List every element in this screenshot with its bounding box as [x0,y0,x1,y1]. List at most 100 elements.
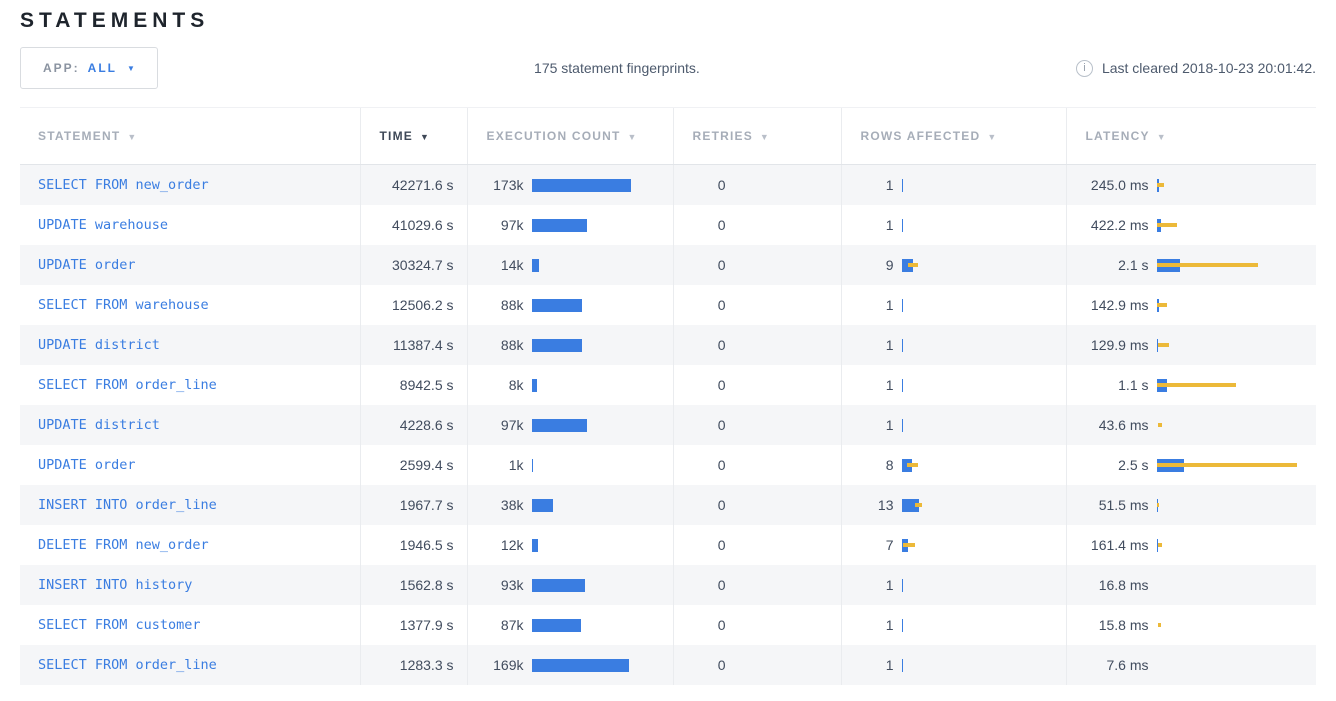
execution-count-value: 8k [508,377,524,393]
execution-count-bar [531,618,581,632]
execution-count-bar [531,418,587,432]
statement-cell: UPDATE order [20,245,360,285]
execution-count-cell: 14k [466,245,673,285]
column-header-rows-affected[interactable]: ROWS AFFECTED ▼ [840,107,1066,165]
column-header-latency[interactable]: LATENCY ▼ [1065,107,1316,165]
statement-link[interactable]: UPDATE order [38,257,136,273]
chevron-down-icon: ▼ [127,63,135,73]
latency-value: 422.2 ms [1090,217,1149,233]
table-row: SELECT FROM order_line 8942.5 s 8k 0 1 [20,365,1316,405]
rows-affected-bar [901,178,903,192]
statement-link[interactable]: UPDATE order [38,457,136,473]
rows-affected-chart [901,258,1066,272]
time-cell: 41029.6 s [359,205,467,245]
execution-count-value: 169k [493,657,524,673]
statement-cell: DELETE FROM new_order [20,525,360,565]
statements-page: STATEMENTS APP: ALL ▼ 175 statement fing… [0,9,1336,685]
execution-count-chart [531,658,673,672]
latency-value: 51.5 ms [1098,497,1149,513]
rows-affected-whisker [902,542,915,547]
execution-count-cell: 8k [466,365,673,405]
rows-affected-chart [901,178,1066,192]
statement-cell: SELECT FROM warehouse [20,285,360,325]
retries-cell: 0 [672,164,841,205]
statement-cell: INSERT INTO history [20,565,360,605]
rows-affected-value: 1 [885,417,894,433]
toolbar: APP: ALL ▼ 175 statement fingerprints. i… [20,47,1316,89]
statement-link[interactable]: SELECT FROM order_line [38,377,217,393]
table-row: UPDATE warehouse 41029.6 s 97k 0 1 [20,205,1316,245]
statement-link[interactable]: SELECT FROM warehouse [38,297,209,313]
statement-link[interactable]: SELECT FROM order_line [38,657,217,673]
execution-count-bar [531,378,537,392]
page-title: STATEMENTS [20,9,210,32]
execution-count-cell: 38k [466,485,673,525]
latency-whisker [1156,302,1167,307]
latency-bar [1156,338,1158,352]
retries-value: 0 [717,537,726,553]
execution-count-chart [531,218,673,232]
info-icon[interactable]: i [1075,59,1093,77]
sort-desc-icon: ▼ [419,132,431,142]
statement-link[interactable]: UPDATE district [38,337,160,353]
retries-value: 0 [717,257,726,273]
latency-chart [1156,338,1317,352]
execution-count-cell: 97k [466,205,673,245]
latency-whisker [1156,462,1297,467]
execution-count-chart [531,578,673,592]
time-cell: 1283.3 s [359,645,467,685]
execution-count-cell: 173k [466,164,673,205]
rows-affected-chart [901,218,1066,232]
statement-link[interactable]: INSERT INTO history [38,577,193,593]
statement-link[interactable]: SELECT FROM customer [38,617,201,633]
retries-cell: 0 [672,365,841,405]
execution-count-chart [531,338,673,352]
latency-whisker [1157,622,1161,627]
app-filter-dropdown[interactable]: APP: ALL ▼ [20,47,158,89]
column-header-statement[interactable]: STATEMENT ▼ [20,107,360,165]
latency-chart [1156,538,1317,552]
retries-cell: 0 [672,205,841,245]
execution-count-cell: 88k [466,325,673,365]
rows-affected-value: 1 [885,617,894,633]
latency-whisker [1156,182,1164,187]
rows-affected-whisker [914,502,922,507]
time-cell: 1946.5 s [359,525,467,565]
statement-link[interactable]: DELETE FROM new_order [38,537,209,553]
statement-link[interactable]: INSERT INTO order_line [38,497,217,513]
rows-affected-chart [901,458,1066,472]
sort-desc-icon: ▼ [759,132,771,142]
last-cleared-text: Last cleared 2018-10-23 20:01:42. [1101,60,1316,76]
retries-cell: 0 [672,285,841,325]
execution-count-value: 93k [500,577,524,593]
rows-affected-value: 8 [885,457,894,473]
rows-affected-chart [901,418,1066,432]
table-row: SELECT FROM order_line 1283.3 s 169k 0 1 [20,645,1316,685]
statement-link[interactable]: SELECT FROM new_order [38,177,209,193]
rows-affected-value: 7 [885,537,894,553]
latency-chart [1156,498,1317,512]
retries-cell: 0 [672,525,841,565]
execution-count-bar [531,258,539,272]
execution-count-chart [531,418,673,432]
latency-cell: 15.8 ms [1065,605,1316,645]
column-header-time[interactable]: TIME ▼ [359,107,467,165]
latency-chart [1156,258,1317,272]
rows-affected-whisker [907,262,918,267]
latency-cell: 51.5 ms [1065,485,1317,525]
time-cell: 30324.7 s [359,245,467,285]
statement-link[interactable]: UPDATE warehouse [38,217,169,233]
statement-link[interactable]: UPDATE district [38,417,160,433]
execution-count-bar [531,538,538,552]
last-cleared: i Last cleared 2018-10-23 20:01:42. [1075,59,1316,77]
latency-chart [1156,378,1317,392]
latency-cell: 2.1 s [1065,245,1317,285]
column-header-execution-count[interactable]: EXECUTION COUNT ▼ [466,107,673,165]
rows-affected-bar [901,258,913,272]
execution-count-cell: 87k [466,605,673,645]
rows-affected-bar [901,218,903,232]
column-header-retries[interactable]: RETRIES ▼ [672,107,841,165]
execution-count-chart [531,538,673,552]
rows-affected-chart [901,498,1066,512]
latency-whisker [1156,502,1159,507]
